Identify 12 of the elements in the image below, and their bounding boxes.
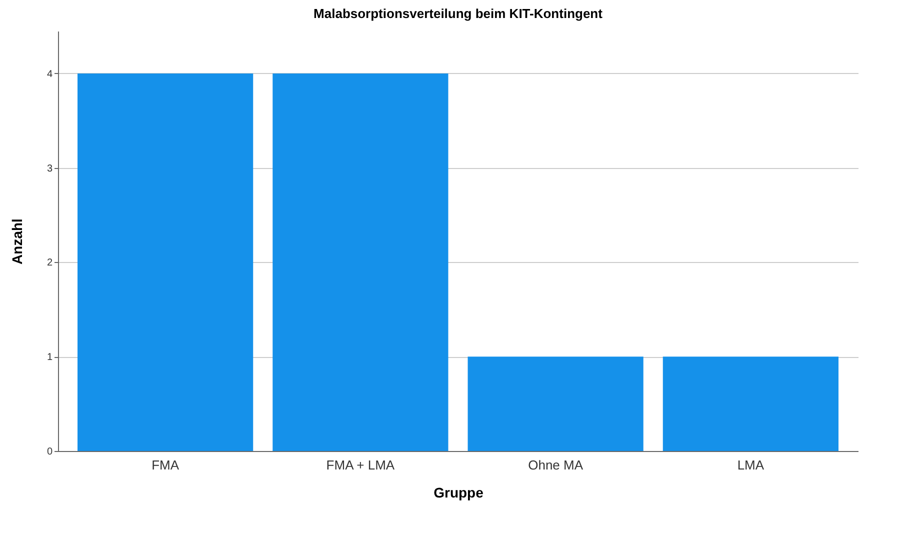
x-axis-title: Gruppe [434, 484, 484, 500]
y-tick-label: 4 [46, 68, 53, 80]
y-axis-title: Anzahl [8, 218, 25, 264]
x-tick-label: FMA + LMA [326, 458, 395, 472]
y-tick-label: 3 [46, 163, 53, 174]
y-tick-label: 2 [46, 258, 53, 269]
chart-title: Malabsorptionsverteilung beim KIT-Kontingent [314, 6, 604, 21]
x-tick-label: Ohne MA [528, 458, 584, 472]
x-tick-label: FMA [152, 458, 180, 472]
y-tick-label: 0 [46, 446, 53, 458]
y-tick-label: 1 [46, 352, 53, 364]
x-tick-label: LMA [737, 458, 764, 472]
